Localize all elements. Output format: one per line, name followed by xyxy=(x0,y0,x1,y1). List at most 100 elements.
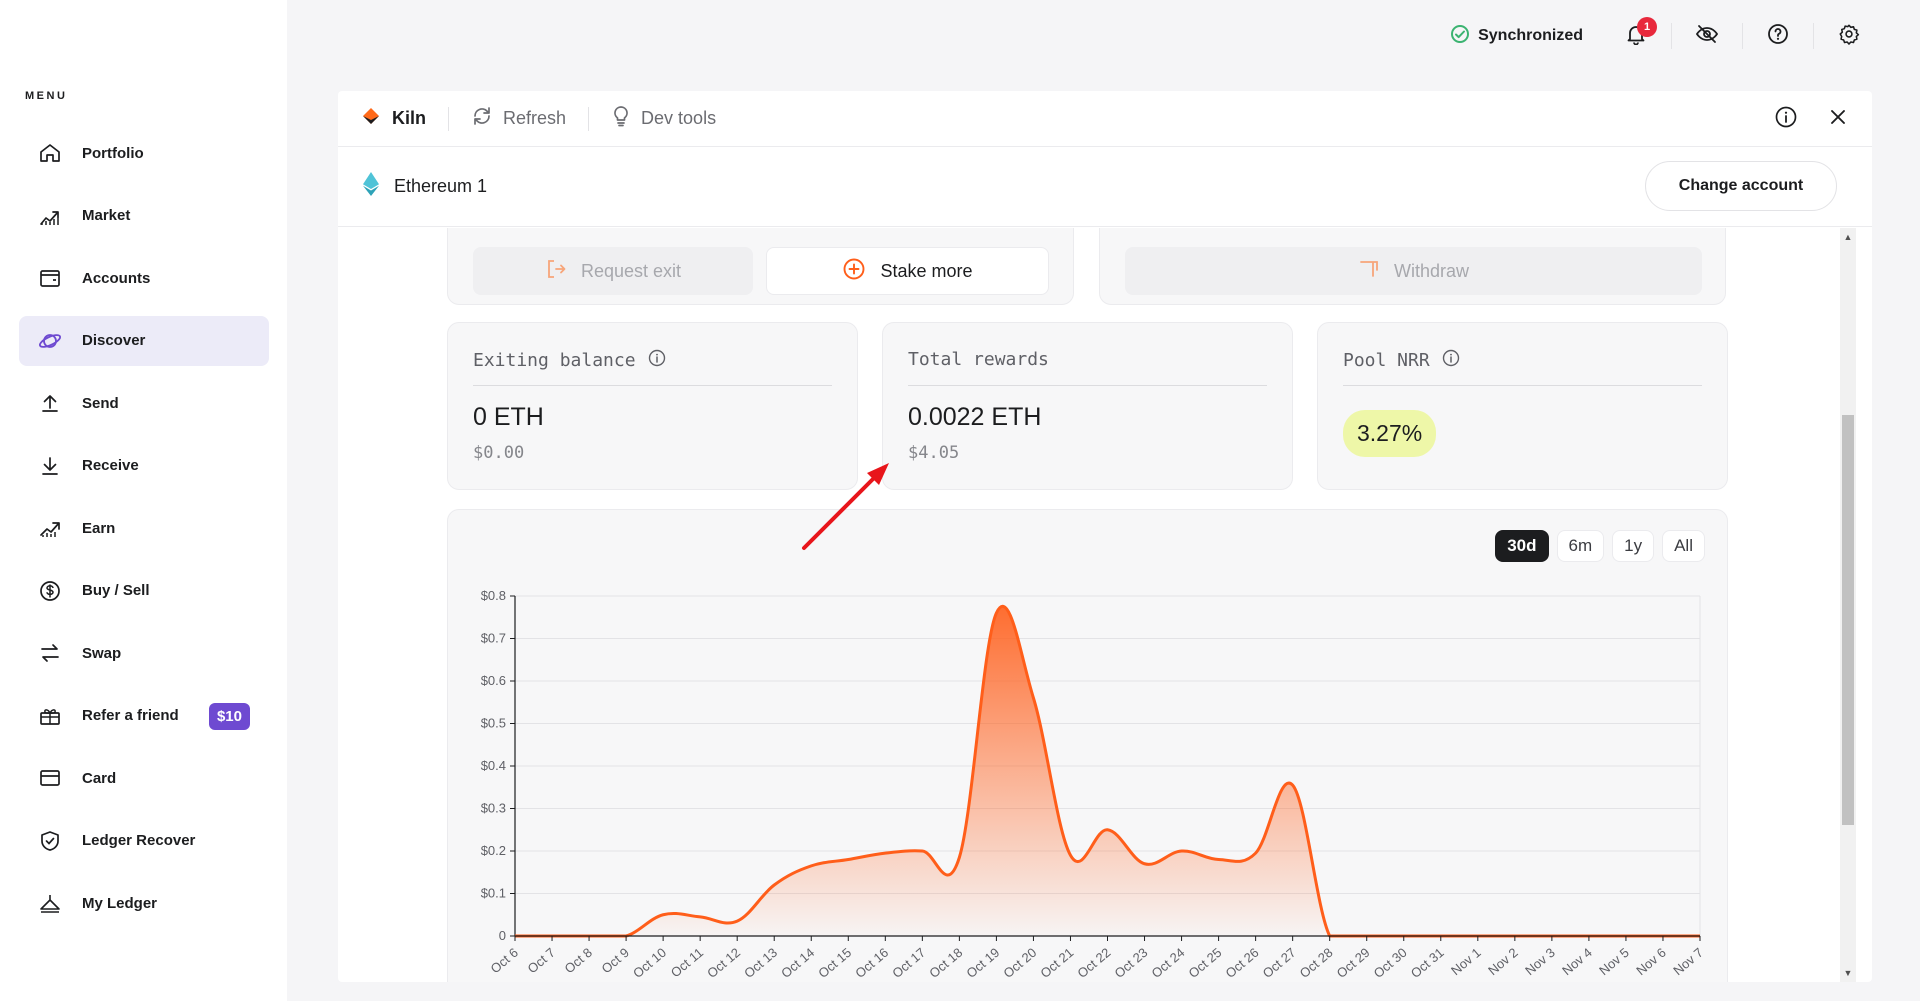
sidebar-item-buy-sell[interactable]: Buy / Sell xyxy=(19,566,269,616)
x-tick-label: Oct 10 xyxy=(630,945,669,981)
x-tick-label: Oct 23 xyxy=(1111,945,1150,981)
sidebar-item-market[interactable]: Market xyxy=(19,191,269,241)
x-tick-label: Nov 4 xyxy=(1559,945,1595,978)
sidebar: MENU Portfolio Market Accounts Discover Send… xyxy=(0,0,287,1001)
stake-more-button[interactable]: Stake more xyxy=(766,247,1049,295)
lightbulb-icon xyxy=(611,105,631,132)
gift-icon xyxy=(37,703,63,729)
shield-icon xyxy=(37,828,63,854)
info-button[interactable] xyxy=(1774,105,1798,134)
x-tick-label: Oct 16 xyxy=(852,945,891,981)
x-tick-label: Oct 12 xyxy=(704,945,743,981)
x-tick-label: Oct 9 xyxy=(599,945,632,976)
x-tick-label: Oct 14 xyxy=(778,945,817,981)
y-tick-label: 0 xyxy=(499,928,506,943)
total-rewards-fiat: $4.05 xyxy=(908,443,960,463)
withdraw-label: Withdraw xyxy=(1393,260,1469,281)
hide-balances-button[interactable] xyxy=(1694,23,1720,49)
dev-tools-label: Dev tools xyxy=(641,108,717,128)
pool-nrr-label: Pool NRR xyxy=(1343,350,1430,371)
divider xyxy=(1742,23,1743,49)
info-icon xyxy=(1775,106,1797,128)
divider xyxy=(473,385,832,386)
kiln-logo-icon xyxy=(360,105,382,132)
withdraw-button[interactable]: Withdraw xyxy=(1125,247,1702,295)
dev-tools-button[interactable]: Dev tools xyxy=(611,105,716,132)
help-button[interactable] xyxy=(1765,23,1791,49)
eye-off-icon xyxy=(1695,22,1719,51)
sidebar-item-label: Market xyxy=(82,207,131,224)
y-tick-label: $0.2 xyxy=(481,843,506,858)
info-icon[interactable] xyxy=(1442,349,1460,372)
refresh-label: Refresh xyxy=(503,108,567,128)
sidebar-item-accounts[interactable]: Accounts xyxy=(19,253,269,303)
request-exit-button[interactable]: Request exit xyxy=(473,247,753,295)
market-icon xyxy=(37,203,63,229)
kiln-label: Kiln xyxy=(392,108,426,128)
sidebar-item-send[interactable]: Send xyxy=(19,378,269,428)
x-tick-label: Nov 7 xyxy=(1670,945,1706,978)
change-account-button[interactable]: Change account xyxy=(1645,161,1837,211)
range-button-1y[interactable]: 1y xyxy=(1612,530,1655,562)
total-rewards-title: Total rewards xyxy=(908,349,1049,370)
upload-icon xyxy=(37,390,63,416)
sidebar-item-label: Receive xyxy=(82,457,139,474)
refresh-button[interactable]: Refresh xyxy=(471,105,566,132)
x-tick-label: Oct 6 xyxy=(487,945,520,976)
total-rewards-value: 0.0022 ETH xyxy=(908,403,1042,431)
sidebar-item-swap[interactable]: Swap xyxy=(19,628,269,678)
sidebar-item-label: My Ledger xyxy=(82,894,158,912)
pool-nrr-title: Pool NRR xyxy=(1343,349,1460,372)
sidebar-item-label: Swap xyxy=(82,644,122,662)
x-tick-label: Oct 29 xyxy=(1334,945,1373,981)
x-tick-label: Oct 22 xyxy=(1074,945,1113,981)
scrollbar[interactable]: ▲ ▼ xyxy=(1840,228,1856,982)
divider xyxy=(588,106,590,131)
pool-nrr-card: Pool NRR 3.27% xyxy=(1317,322,1728,490)
range-button-6m[interactable]: 6m xyxy=(1556,530,1605,562)
settings-button[interactable] xyxy=(1836,23,1862,49)
total-rewards-card: Total rewards 0.0022 ETH $4.05 xyxy=(882,322,1293,490)
range-button-30d[interactable]: 30d xyxy=(1495,530,1549,562)
x-tick-label: Oct 19 xyxy=(963,945,1002,981)
exiting-balance-value: 0 ETH xyxy=(473,403,544,431)
range-button-all[interactable]: All xyxy=(1662,530,1705,562)
sidebar-item-label: Portfolio xyxy=(82,144,144,162)
scroll-down-icon[interactable]: ▼ xyxy=(1843,968,1853,978)
sidebar-nav: Portfolio Market Accounts Discover Send Recei… xyxy=(19,128,269,941)
x-tick-label: Oct 26 xyxy=(1223,945,1262,981)
x-tick-label: Oct 30 xyxy=(1371,945,1410,981)
sidebar-item-my-ledger[interactable]: My Ledger xyxy=(19,878,269,928)
x-tick-label: Oct 20 xyxy=(1000,945,1039,981)
sidebar-item-card[interactable]: Card xyxy=(19,753,269,803)
sync-status: Synchronized xyxy=(1450,24,1583,49)
x-tick-label: Oct 13 xyxy=(741,945,780,981)
sidebar-item-discover[interactable]: Discover xyxy=(19,315,269,366)
staking-content: Request exit Stake more Withdraw Exiting… xyxy=(338,228,1856,982)
info-icon[interactable] xyxy=(648,349,666,372)
sidebar-item-earn[interactable]: Earn xyxy=(19,503,269,553)
account-name: Ethereum 1 xyxy=(394,176,488,196)
referral-badge: $10 xyxy=(208,702,250,730)
scrollbar-thumb[interactable] xyxy=(1842,415,1854,825)
time-range-selector: 30d 6m 1y All xyxy=(1495,530,1705,562)
x-tick-label: Nov 1 xyxy=(1448,945,1484,978)
sidebar-item-label: Buy / Sell xyxy=(82,582,150,599)
sidebar-item-receive[interactable]: Receive xyxy=(19,441,269,491)
notifications-button[interactable]: 1 xyxy=(1623,17,1657,49)
y-tick-label: $0.5 xyxy=(481,716,506,731)
close-button[interactable] xyxy=(1826,105,1850,134)
close-icon xyxy=(1831,110,1845,124)
sidebar-item-label: Accounts xyxy=(82,269,151,287)
sidebar-item-portfolio[interactable]: Portfolio xyxy=(19,128,269,178)
scroll-up-icon[interactable]: ▲ xyxy=(1843,232,1853,242)
x-tick-label: Oct 11 xyxy=(668,945,706,980)
divider xyxy=(1343,385,1702,386)
rewards-area xyxy=(515,606,1700,936)
ethereum-icon xyxy=(363,172,379,201)
sidebar-item-refer-a-friend[interactable]: Refer a friend $10 xyxy=(19,691,269,741)
sidebar-item-label: Refer a friend xyxy=(82,707,179,724)
pool-nrr-value: 3.27% xyxy=(1343,410,1437,457)
sidebar-item-ledger-recover[interactable]: Ledger Recover xyxy=(19,816,269,866)
